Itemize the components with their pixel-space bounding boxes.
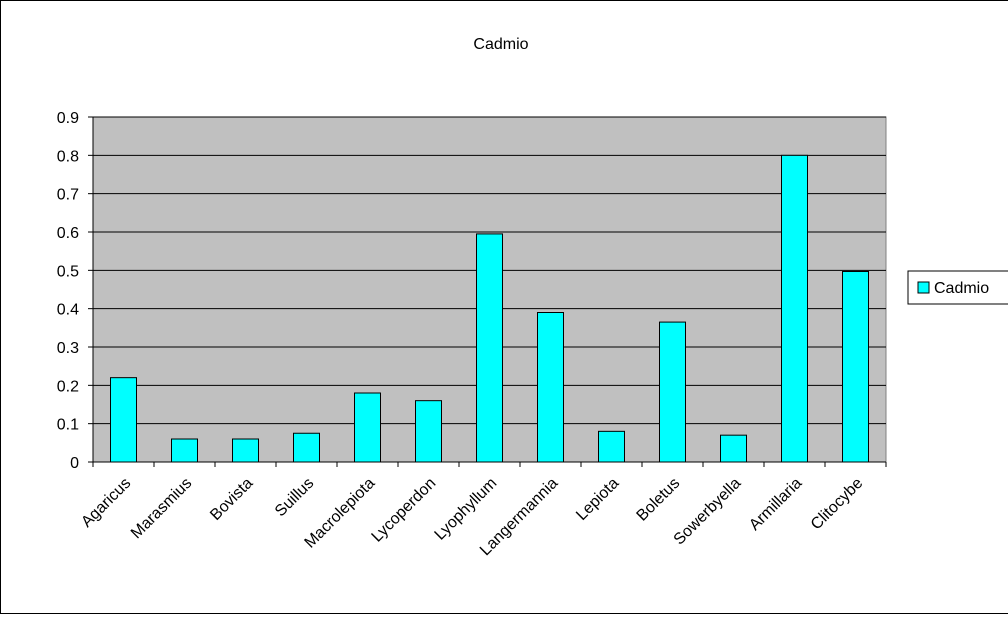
chart-title: Cadmio [473,36,528,53]
legend: Cadmio [907,270,1008,305]
bar-lyophyllum [476,233,503,463]
y-tick-label: 0.8 [57,148,79,165]
y-tick-label: 0.2 [57,378,79,395]
bar-marasmius [171,438,198,463]
bar-lepiota [598,430,625,463]
bar-agaricus [110,377,137,463]
plot-area: 0 0.1 0.2 0.3 0.4 0.5 0.6 0.7 0.8 0.9 AgaricusMara… [57,110,887,559]
bar-bovista [232,438,259,463]
y-tick-label: 0.6 [57,225,79,242]
legend-swatch [917,281,930,294]
y-tick-label: 0.3 [57,340,79,357]
x-tick-label: Bovista [207,475,256,524]
y-tick-label: 0.7 [57,187,79,204]
bar-clitocybe [842,270,869,463]
legend-label: Cadmio [934,280,989,297]
bar-macrolepiota [354,392,381,463]
x-tick-label: Lycoperdon [369,475,440,546]
x-tick-label: Agaricus [78,475,134,531]
x-tick-label: Boletus [634,475,684,525]
y-tick-label: 0.5 [57,263,79,280]
bar-langermannia [537,312,564,463]
x-tick-label: Armillaria [746,475,805,534]
bar-boletus [659,321,686,463]
bar-lycoperdon [415,400,442,463]
y-tick-label: 0.9 [57,110,79,127]
y-tick-label: 0.4 [57,302,79,319]
x-tick-label: Lepiota [573,475,622,524]
x-tick-label: Clitocybe [808,475,867,534]
x-tick-label: Marasmius [128,475,195,542]
bar-suillus [293,432,320,463]
y-tick-label: 0.1 [57,417,79,434]
bar-sowerbyella [720,434,747,463]
x-tick-label: Suillus [272,475,317,520]
bar-armillaria [781,154,808,463]
y-tick-label: 0 [70,455,79,472]
